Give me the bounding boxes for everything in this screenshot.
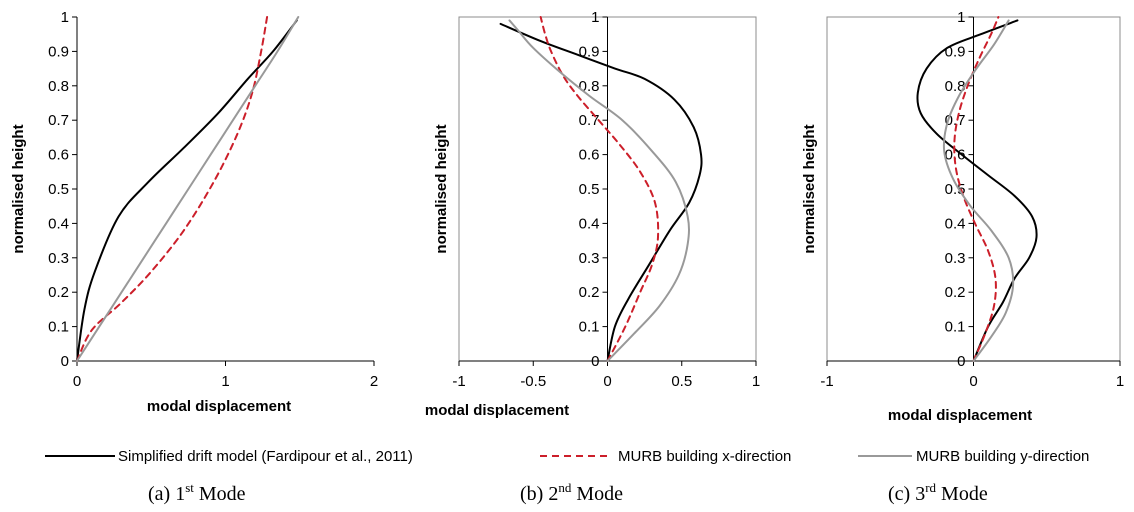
y-tick-label: 0.2 (945, 284, 966, 301)
x-axis-label: modal displacement (425, 402, 569, 419)
series-line-murb-building-y-direction (76, 16, 300, 362)
x-tick-label: 0 (603, 373, 611, 390)
x-tick-label: -1 (452, 373, 465, 390)
y-tick-label: 0.3 (579, 250, 600, 267)
chart-panel-a: 0 0.1 0.2 0.3 0.4 0.5 0.6 0.7 0.8 0.9 1 0 1 2 modal di… (10, 9, 378, 415)
y-tick-label: 0 (61, 353, 69, 370)
y-tick-label: 0.9 (48, 43, 69, 60)
series-line-simplified-drift-model-fardipour-et-al-2011 (499, 22, 703, 362)
legend-label-simplified-drift-model: Simplified drift model (Fardipour et al.… (118, 448, 413, 465)
y-tick-label: 0 (591, 353, 599, 370)
y-tick-label: 0.9 (579, 43, 600, 60)
series-line-murb-building-x-direction (76, 16, 269, 362)
caption-a: (a) 1st Mode (148, 480, 246, 505)
series-line-murb-building-y-direction (942, 19, 1015, 362)
y-tick-label: 0.7 (48, 112, 69, 129)
y-tick-label: 1 (61, 9, 69, 26)
y-tick-label: 0.7 (579, 112, 600, 129)
caption-b-prefix: (b) 2 (520, 483, 558, 505)
series-line-murb-building-x-direction (539, 16, 660, 362)
y-tick-label: 0 (957, 353, 965, 370)
caption-c: (c) 3rd Mode (888, 480, 988, 505)
y-tick-label: 0.1 (48, 319, 69, 336)
y-tick-label: 0.8 (945, 78, 966, 95)
caption-c-prefix: (c) 3 (888, 483, 925, 505)
x-tick-label: -0.5 (520, 373, 546, 390)
x-tick-label: 1 (752, 373, 760, 390)
y-tick-label: 0.2 (48, 284, 69, 301)
y-tick-label: 1 (591, 9, 599, 26)
y-tick-label: 0.1 (945, 319, 966, 336)
y-tick-label: 0.4 (579, 215, 600, 232)
caption-a-sup: st (185, 480, 194, 495)
legend: Simplified drift model (Fardipour et al.… (45, 448, 1089, 465)
x-tick-label: -1 (820, 373, 833, 390)
series-line-murb-building-y-direction (508, 19, 690, 362)
x-tick-label: 0 (73, 373, 81, 390)
y-tick-label: 0.5 (579, 181, 600, 198)
y-tick-label: 0.6 (48, 147, 69, 164)
caption-b: (b) 2nd Mode (520, 480, 623, 505)
caption-a-suffix: Mode (194, 483, 246, 505)
series-line-simplified-drift-model-fardipour-et-al-2011 (916, 19, 1038, 362)
y-tick-label: 0.4 (945, 215, 966, 232)
y-axis-label: normalised height (801, 124, 818, 253)
x-axis-label: modal displacement (147, 398, 291, 415)
caption-b-suffix: Mode (571, 483, 623, 505)
y-tick-label: 0.6 (579, 147, 600, 164)
y-tick-label: 0.5 (48, 181, 69, 198)
caption-c-suffix: Mode (936, 483, 988, 505)
caption-a-prefix: (a) 1 (148, 483, 185, 505)
series-line-simplified-drift-model-fardipour-et-al-2011 (76, 19, 298, 362)
y-tick-label: 0.9 (945, 43, 966, 60)
y-tick-label: 1 (957, 9, 965, 26)
y-tick-label: 0.6 (945, 147, 966, 164)
y-tick-label: 0.4 (48, 215, 69, 232)
y-axis-label: normalised height (433, 124, 450, 253)
x-axis-label: modal displacement (888, 407, 1032, 424)
y-tick-label: 0.8 (579, 78, 600, 95)
x-tick-label: 2 (370, 373, 378, 390)
x-tick-label: 0 (969, 373, 977, 390)
legend-label-murb-y: MURB building y-direction (916, 448, 1089, 465)
x-tick-label: 0.5 (671, 373, 692, 390)
y-tick-label: 0.2 (579, 284, 600, 301)
y-tick-label: 0.3 (945, 250, 966, 267)
chart-panel-b: 0 0.1 0.2 0.3 0.4 0.5 0.6 0.7 0.8 0.9 1 -1 -0.5 0 0.5 1… (425, 9, 760, 419)
caption-c-sup: rd (925, 480, 936, 495)
x-tick-label: 1 (1116, 373, 1124, 390)
legend-label-murb-x: MURB building x-direction (618, 448, 791, 465)
x-tick-label: 1 (221, 373, 229, 390)
y-axis-label: normalised height (10, 124, 27, 253)
caption-b-sup: nd (558, 480, 572, 495)
y-tick-label: 0.3 (48, 250, 69, 267)
series-line-murb-building-x-direction (953, 16, 1000, 362)
y-tick-label: 0.1 (579, 319, 600, 336)
y-tick-label: 0.8 (48, 78, 69, 95)
